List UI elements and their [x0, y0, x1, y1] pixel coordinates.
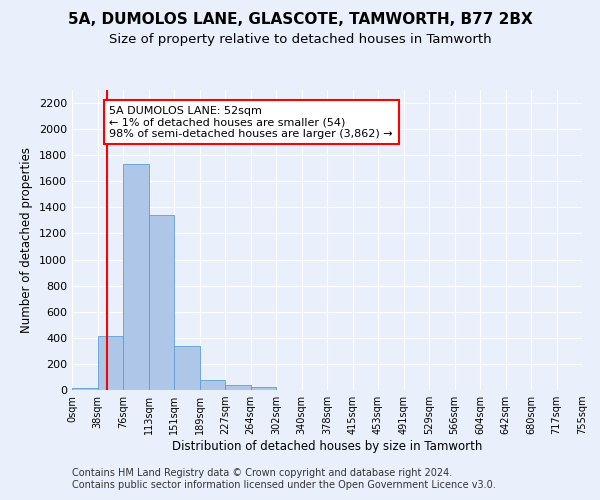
Bar: [251, 388, 276, 390]
Text: Size of property relative to detached houses in Tamworth: Size of property relative to detached ho…: [109, 32, 491, 46]
Bar: [174, 346, 199, 390]
Text: 5A, DUMOLOS LANE, GLASCOTE, TAMWORTH, B77 2BX: 5A, DUMOLOS LANE, GLASCOTE, TAMWORTH, B7…: [68, 12, 532, 28]
Text: 5A DUMOLOS LANE: 52sqm
← 1% of detached houses are smaller (54)
98% of semi-deta: 5A DUMOLOS LANE: 52sqm ← 1% of detached …: [109, 106, 393, 139]
Bar: [123, 164, 149, 390]
X-axis label: Distribution of detached houses by size in Tamworth: Distribution of detached houses by size …: [172, 440, 482, 453]
Bar: [97, 336, 123, 390]
Y-axis label: Number of detached properties: Number of detached properties: [20, 147, 34, 333]
Bar: [149, 214, 174, 390]
Text: Contains HM Land Registry data © Crown copyright and database right 2024.: Contains HM Land Registry data © Crown c…: [72, 468, 452, 477]
Bar: [199, 380, 225, 390]
Bar: [72, 388, 97, 390]
Text: Contains public sector information licensed under the Open Government Licence v3: Contains public sector information licen…: [72, 480, 496, 490]
Bar: [225, 386, 251, 390]
